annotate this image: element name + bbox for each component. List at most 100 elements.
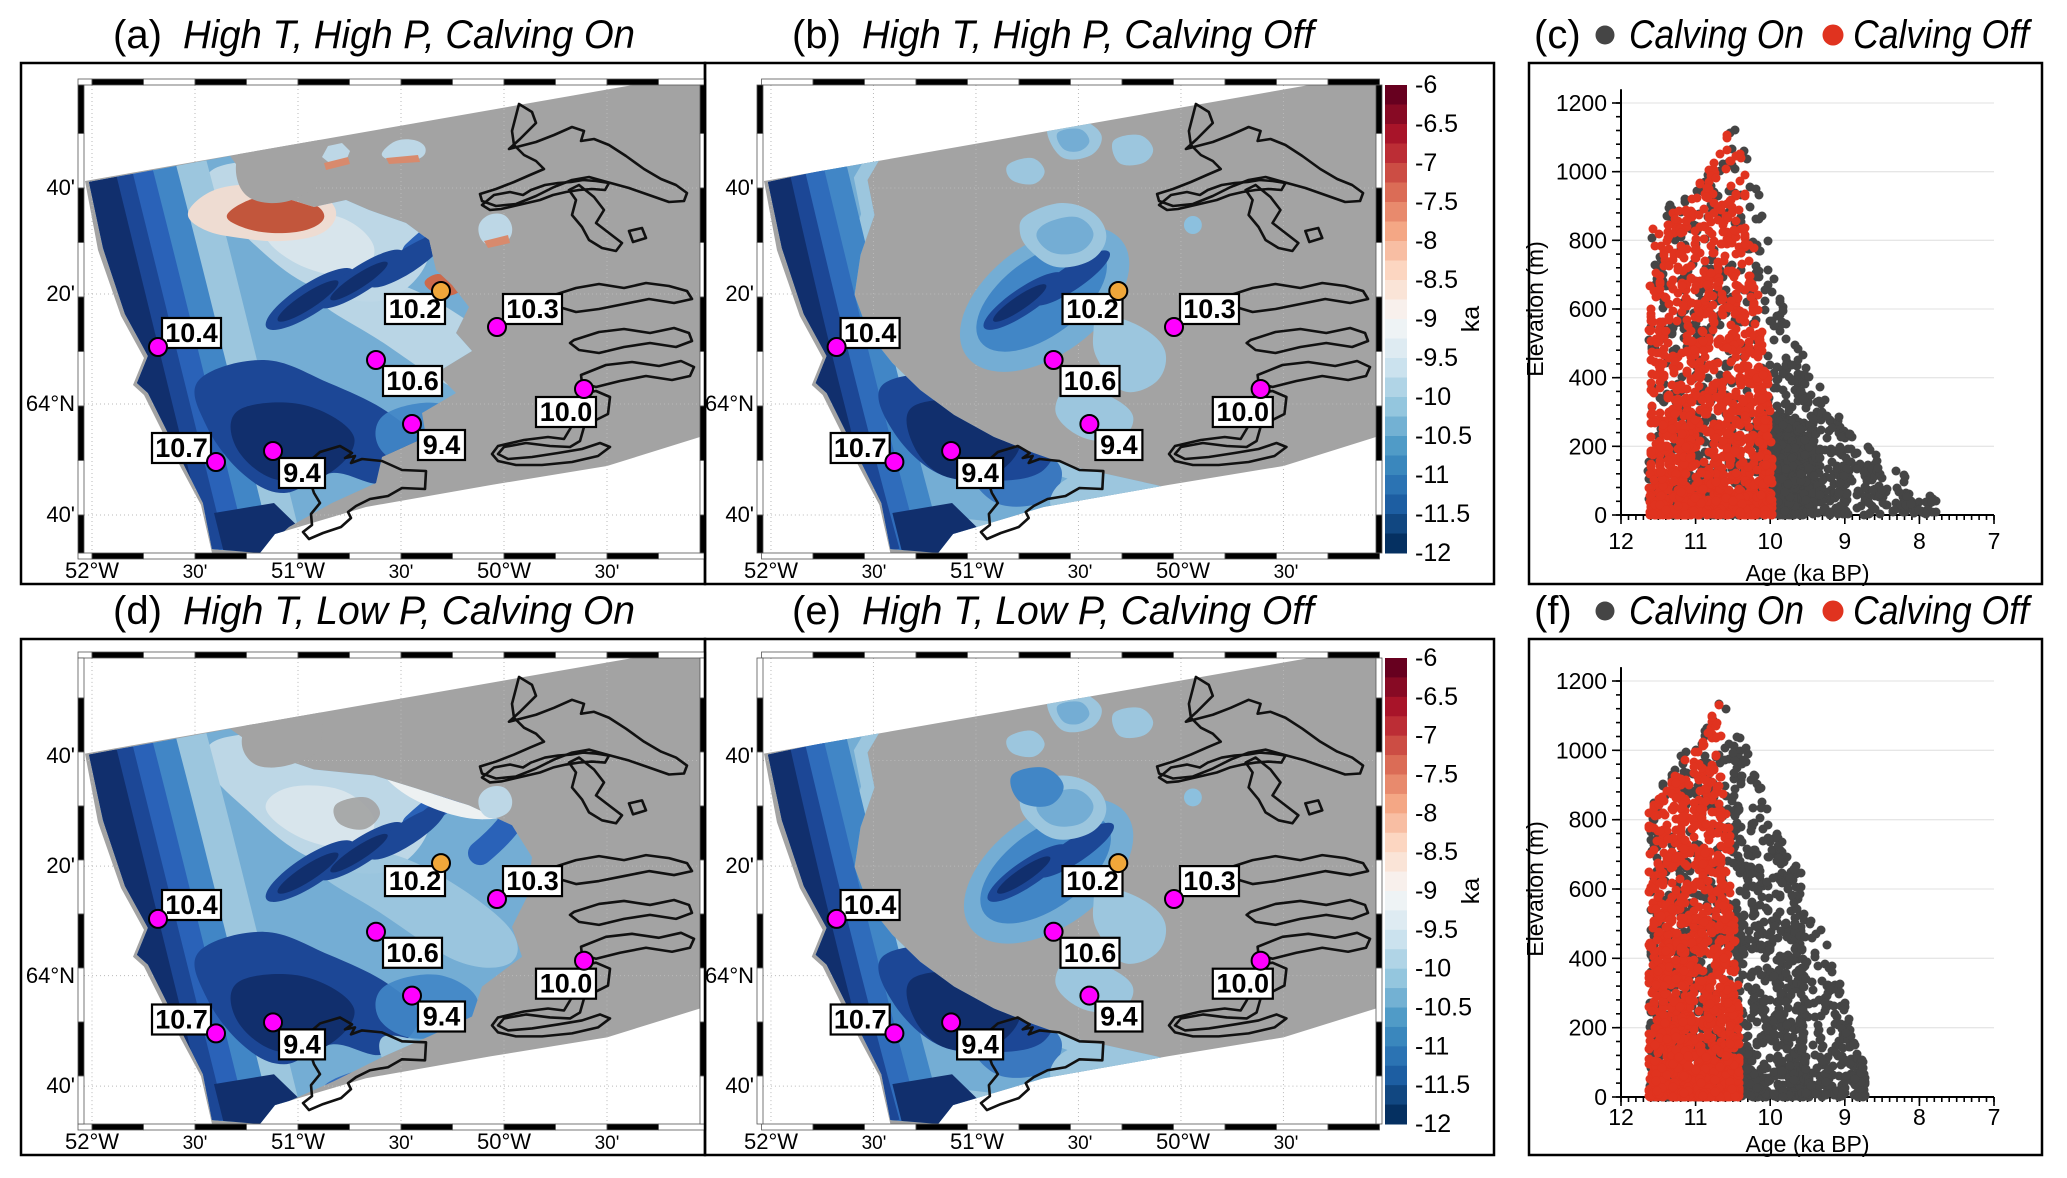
svg-text:40': 40' [725,1073,754,1098]
svg-text:40': 40' [725,175,754,200]
svg-text:10.3: 10.3 [1183,294,1236,324]
svg-text:-9: -9 [1415,305,1437,333]
svg-text:30': 30' [389,562,414,583]
svg-text:1200: 1200 [1556,90,1607,116]
svg-text:200: 200 [1569,433,1607,459]
svg-text:10.7: 10.7 [834,433,887,463]
svg-text:51°W: 51°W [950,558,1004,583]
svg-text:11: 11 [1684,1104,1708,1130]
svg-text:50°W: 50°W [477,558,531,583]
svg-text:-8: -8 [1415,227,1437,255]
svg-text:10.6: 10.6 [1064,366,1117,396]
svg-text:(e): (e) [792,589,841,633]
svg-text:64°N: 64°N [705,391,754,416]
svg-text:51°W: 51°W [271,1129,325,1154]
svg-text:(f): (f) [1534,589,1572,633]
svg-text:10.3: 10.3 [1183,866,1236,896]
svg-text:10.7: 10.7 [834,1005,887,1035]
svg-text:-6.5: -6.5 [1415,683,1458,711]
svg-text:-11: -11 [1415,461,1449,489]
svg-text:ka: ka [1457,306,1485,333]
svg-text:40': 40' [46,1073,75,1098]
svg-text:-6: -6 [1415,644,1437,672]
svg-text:10.2: 10.2 [389,866,442,896]
svg-text:-10.5: -10.5 [1415,422,1472,450]
svg-text:64°N: 64°N [26,391,75,416]
svg-text:High T, Low P, Calving On: High T, Low P, Calving On [183,589,635,633]
svg-text:10.3: 10.3 [506,294,559,324]
svg-text:30': 30' [595,562,620,583]
svg-text:(a): (a) [113,13,162,57]
svg-text:-10.5: -10.5 [1415,994,1472,1022]
svg-text:30': 30' [1274,562,1299,583]
svg-text:-11.5: -11.5 [1415,1071,1470,1099]
svg-text:1000: 1000 [1556,737,1607,763]
svg-text:10.2: 10.2 [1066,866,1119,896]
svg-text:-7: -7 [1415,149,1437,177]
svg-text:40': 40' [46,743,75,768]
svg-text:10.4: 10.4 [844,318,897,348]
svg-text:30': 30' [862,1133,887,1154]
svg-text:10.6: 10.6 [386,366,439,396]
svg-text:10.4: 10.4 [165,890,218,920]
svg-text:51°W: 51°W [271,558,325,583]
svg-text:64°N: 64°N [26,963,75,988]
svg-text:30': 30' [1068,1133,1093,1154]
svg-text:9.4: 9.4 [1100,1002,1138,1032]
svg-text:-9: -9 [1415,877,1437,905]
svg-text:7: 7 [1988,528,2001,554]
svg-text:Age (ka BP): Age (ka BP) [1746,1131,1870,1157]
svg-text:7: 7 [1988,1104,2001,1130]
svg-text:10: 10 [1757,1104,1783,1130]
svg-text:1200: 1200 [1556,668,1607,694]
svg-text:1000: 1000 [1556,159,1607,185]
svg-text:10.3: 10.3 [506,866,559,896]
svg-text:(c): (c) [1534,13,1581,57]
svg-text:(b): (b) [792,13,841,57]
svg-text:10.2: 10.2 [1066,294,1119,324]
svg-text:30': 30' [183,562,208,583]
svg-text:9.4: 9.4 [283,1029,321,1059]
svg-text:9: 9 [1838,528,1851,554]
svg-text:30': 30' [862,562,887,583]
svg-text:10.4: 10.4 [165,318,218,348]
svg-text:High T, High P, Calving Off: High T, High P, Calving Off [862,13,1318,57]
svg-text:30': 30' [1274,1133,1299,1154]
svg-text:10.6: 10.6 [1064,938,1117,968]
svg-text:10.0: 10.0 [540,969,593,999]
svg-text:600: 600 [1569,876,1607,902]
svg-text:(d): (d) [113,589,162,633]
svg-text:64°N: 64°N [705,963,754,988]
svg-text:-6.5: -6.5 [1415,110,1458,138]
svg-text:30': 30' [595,1133,620,1154]
svg-text:-9.5: -9.5 [1415,344,1458,372]
svg-text:40': 40' [46,502,75,527]
svg-text:20': 20' [46,853,75,878]
svg-text:52°W: 52°W [65,558,119,583]
svg-text:50°W: 50°W [1156,558,1210,583]
svg-text:Elevation (m): Elevation (m) [1522,821,1548,956]
svg-text:-11: -11 [1415,1032,1449,1060]
svg-text:-8: -8 [1415,799,1437,827]
svg-text:10.6: 10.6 [386,938,439,968]
svg-text:-7.5: -7.5 [1415,188,1458,216]
svg-text:10.7: 10.7 [155,1005,208,1035]
svg-text:40': 40' [46,175,75,200]
svg-text:12: 12 [1608,1104,1634,1130]
svg-text:0: 0 [1594,1084,1607,1110]
svg-text:10.0: 10.0 [540,397,593,427]
svg-text:-7: -7 [1415,722,1437,750]
svg-text:52°W: 52°W [65,1129,119,1154]
svg-text:-9.5: -9.5 [1415,916,1458,944]
svg-text:Elevation (m): Elevation (m) [1522,241,1548,376]
svg-text:-7.5: -7.5 [1415,761,1458,789]
svg-text:800: 800 [1569,807,1607,833]
svg-text:9.4: 9.4 [423,1002,461,1032]
svg-text:10.0: 10.0 [1217,397,1270,427]
svg-text:40': 40' [725,743,754,768]
svg-text:52°W: 52°W [744,558,798,583]
svg-text:20': 20' [725,853,754,878]
svg-text:10.7: 10.7 [155,433,208,463]
svg-text:9.4: 9.4 [423,430,461,460]
svg-text:-12: -12 [1415,539,1451,567]
